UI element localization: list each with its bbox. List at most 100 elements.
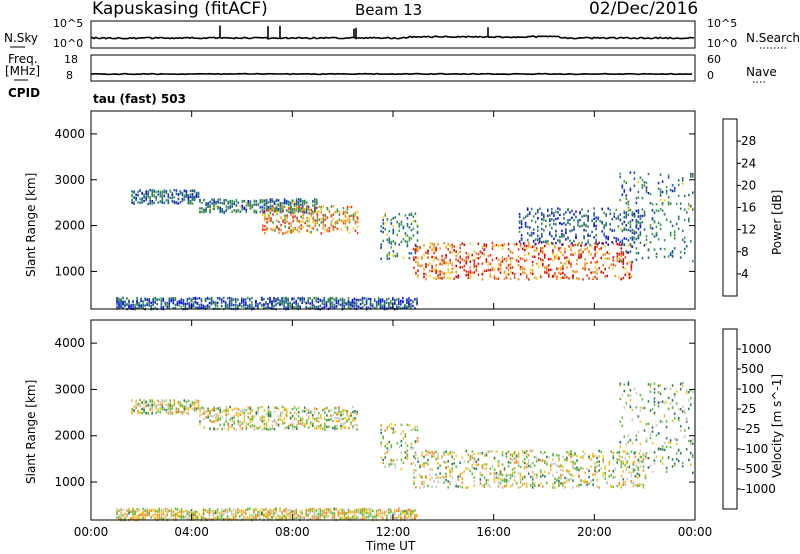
echo-cell <box>524 223 527 226</box>
echo-cell <box>604 473 606 477</box>
echo-cell <box>443 451 445 454</box>
echo-cell <box>261 303 263 307</box>
echo-cell <box>673 437 676 440</box>
echo-cell <box>509 251 512 254</box>
echo-cell <box>491 245 494 248</box>
echo-cell <box>282 205 284 208</box>
echo-cell <box>552 259 554 262</box>
echo-cell <box>193 198 196 202</box>
echo-cell <box>637 466 640 470</box>
echo-cell <box>677 217 680 221</box>
echo-cell <box>261 298 263 301</box>
echo-cell <box>198 304 201 307</box>
echo-cell <box>163 201 166 205</box>
echo-cell <box>290 228 292 232</box>
echo-cell <box>284 225 286 228</box>
echo-cell <box>132 512 134 516</box>
echo-cell <box>483 269 486 273</box>
echo-cell <box>324 213 327 217</box>
echo-cell <box>523 259 526 262</box>
echo-cell <box>269 518 271 521</box>
echo-cell <box>505 276 508 279</box>
echo-cell <box>542 485 544 488</box>
echo-cell <box>195 409 198 412</box>
echo-cell <box>394 298 396 302</box>
echo-cell <box>269 510 271 513</box>
echo-cell <box>592 478 594 482</box>
echo-cell <box>228 300 231 303</box>
echo-cell <box>601 230 603 233</box>
echo-cell <box>139 405 141 408</box>
echo-cell <box>511 454 514 458</box>
echo-cell <box>604 267 606 271</box>
echo-cell <box>237 508 239 511</box>
echo-cell <box>459 257 461 260</box>
echo-cell <box>265 306 267 309</box>
echo-cell <box>631 238 634 241</box>
echo-cell <box>565 223 567 226</box>
echo-cell <box>176 518 179 521</box>
echo-cell <box>199 414 201 417</box>
echo-cell <box>361 301 364 305</box>
echo-cell <box>443 257 445 261</box>
echo-cell <box>560 482 562 485</box>
echo-cell <box>457 276 459 279</box>
echo-cell <box>136 517 138 520</box>
echo-cell <box>211 207 213 211</box>
echo-cell <box>408 252 411 255</box>
echo-cell <box>249 297 251 301</box>
echo-cell <box>525 244 528 248</box>
echo-cell <box>599 220 601 223</box>
echo-cell <box>237 201 240 204</box>
echo-cell <box>243 516 245 519</box>
echo-cell <box>421 480 423 484</box>
echo-cell <box>483 244 486 247</box>
echo-cell <box>406 243 409 246</box>
echo-cell <box>286 220 288 223</box>
echo-cell <box>182 511 185 514</box>
echo-cell <box>552 253 554 256</box>
echo-cell <box>287 424 290 428</box>
echo-cell <box>273 428 276 431</box>
echo-cell <box>273 200 276 203</box>
echo-cell <box>392 225 395 228</box>
echo-cell <box>425 265 427 269</box>
echo-cell <box>671 184 674 187</box>
echo-cell <box>641 406 644 410</box>
echo-cell <box>173 195 176 199</box>
echo-cell <box>602 455 604 458</box>
echo-cell <box>320 221 323 224</box>
echo-cell <box>307 411 310 414</box>
echo-cell <box>445 262 447 265</box>
echo-cell <box>595 234 597 237</box>
echo-cell <box>267 405 270 409</box>
echo-cell <box>620 247 623 250</box>
echo-cell <box>556 479 558 482</box>
echo-cell <box>637 196 640 199</box>
echo-cell <box>526 214 529 217</box>
echo-cell <box>475 252 478 255</box>
echo-cell <box>161 193 164 196</box>
echo-cell <box>540 475 542 478</box>
echo-cell <box>451 267 453 270</box>
echo-cell <box>179 401 182 404</box>
echo-cell <box>657 448 660 451</box>
echo-cell <box>570 253 572 256</box>
echo-cell <box>306 229 308 232</box>
echo-cell <box>281 516 283 519</box>
echo-cell <box>293 416 296 420</box>
echo-cell <box>531 476 534 479</box>
echo-cell <box>133 405 135 408</box>
echo-cell <box>408 257 411 260</box>
echo-cell <box>193 189 196 192</box>
echo-cell <box>623 216 626 219</box>
echo-cell <box>417 269 419 272</box>
echo-cell <box>690 452 692 455</box>
echo-cell <box>247 516 249 520</box>
echo-cell <box>429 262 431 265</box>
echo-cell <box>155 195 157 199</box>
echo-cell <box>305 207 308 211</box>
echo-cell <box>169 410 172 413</box>
echo-cell <box>135 406 137 410</box>
echo-cell <box>314 407 316 410</box>
